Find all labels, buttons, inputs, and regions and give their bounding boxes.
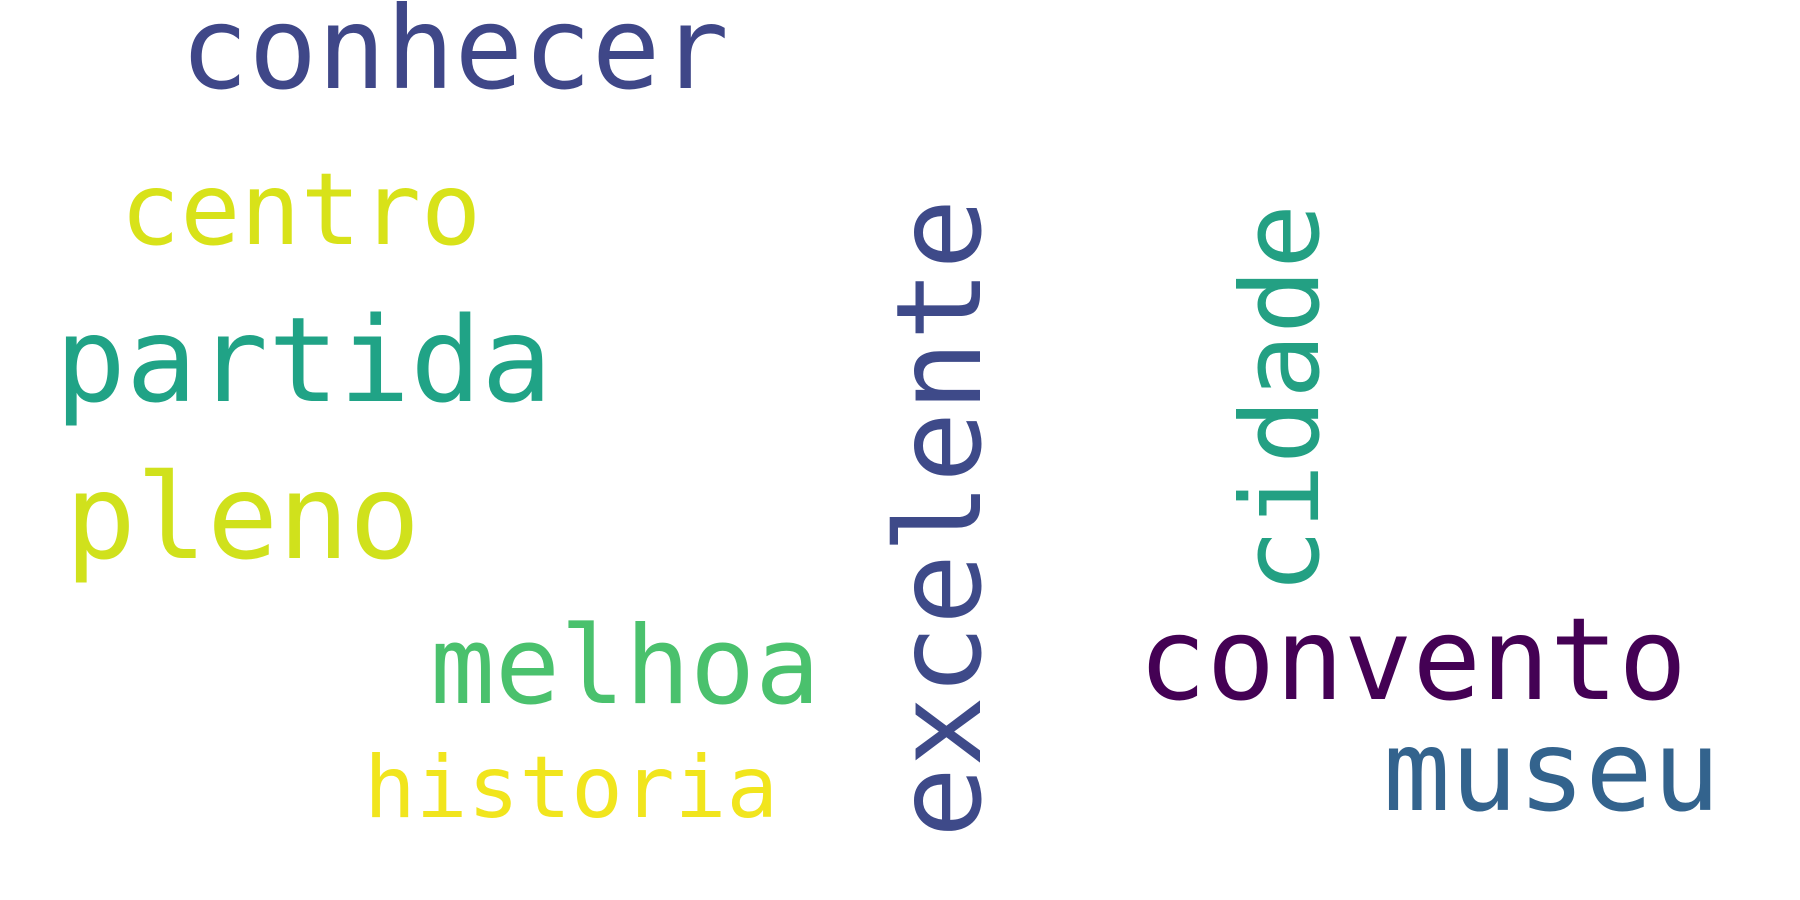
word-convento: convento (1138, 593, 1688, 726)
word-conhecer: conhecer (180, 0, 730, 115)
word-excelente: excelente (870, 198, 1008, 838)
word-melhoa: melhoa (430, 604, 821, 729)
word-museu: museu (1383, 707, 1721, 837)
word-historia: historia (364, 738, 779, 838)
word-centro: centro (120, 151, 482, 268)
word-cidade: cidade (1219, 203, 1344, 594)
word-pleno: pleno (65, 448, 421, 586)
word-partida: partida (55, 291, 553, 429)
